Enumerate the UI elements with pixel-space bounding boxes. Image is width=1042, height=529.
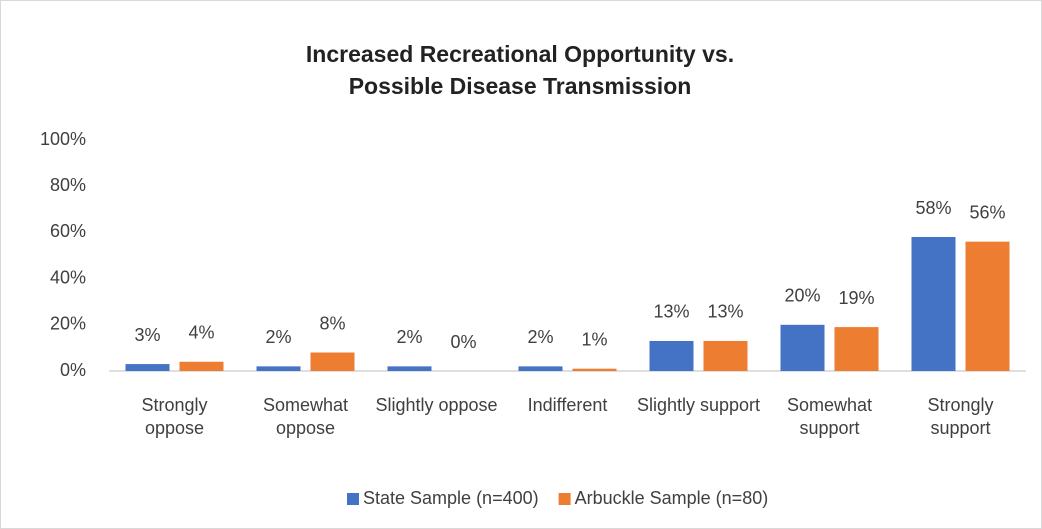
value-label: 13% <box>653 302 689 322</box>
legend-swatch <box>558 493 571 505</box>
chart-title: Increased Recreational Opportunity vs. P… <box>305 41 735 99</box>
value-label: 3% <box>134 325 160 345</box>
value-label: 2% <box>265 327 291 347</box>
legend-label: Arbuckle Sample (n=80) <box>575 488 769 508</box>
value-label: 20% <box>784 286 820 306</box>
legend-swatch <box>347 493 359 505</box>
value-label: 1% <box>581 329 607 349</box>
value-label: 2% <box>527 327 553 347</box>
y-tick-label: 60% <box>50 221 86 241</box>
legend-label: State Sample (n=400) <box>363 488 539 508</box>
x-tick-label: Somewhat support <box>786 395 873 438</box>
value-label: 4% <box>188 323 214 343</box>
bar <box>572 368 617 371</box>
y-tick-label: 80% <box>50 175 86 195</box>
bar <box>649 340 694 371</box>
value-label: 13% <box>707 302 743 322</box>
y-tick-label: 100% <box>40 129 86 149</box>
bar <box>834 327 879 371</box>
y-tick-label: 40% <box>50 267 86 287</box>
bar <box>387 366 432 371</box>
bar <box>703 340 748 371</box>
y-tick-label: 20% <box>50 314 86 334</box>
bar <box>256 366 301 371</box>
x-tick-label: Slightly oppose <box>375 395 498 415</box>
bar <box>179 361 224 371</box>
x-tick-label: Somewhat oppose <box>262 395 349 438</box>
x-tick-label: Strongly oppose <box>141 395 208 438</box>
bar <box>780 324 825 371</box>
value-label: 19% <box>838 288 874 308</box>
bar <box>911 237 956 371</box>
x-tick-label: Slightly support <box>636 395 761 415</box>
value-label: 0% <box>450 332 476 352</box>
y-tick-label: 0% <box>60 360 86 380</box>
bar <box>310 352 355 371</box>
x-tick-label: Indifferent <box>527 395 608 415</box>
bar <box>965 241 1010 371</box>
value-label: 56% <box>969 202 1005 222</box>
value-label: 8% <box>319 313 345 333</box>
value-label: 58% <box>915 198 951 218</box>
x-tick-label: Strongly support <box>927 395 994 438</box>
bar <box>125 364 170 371</box>
bar <box>518 366 563 371</box>
value-label: 2% <box>396 327 422 347</box>
